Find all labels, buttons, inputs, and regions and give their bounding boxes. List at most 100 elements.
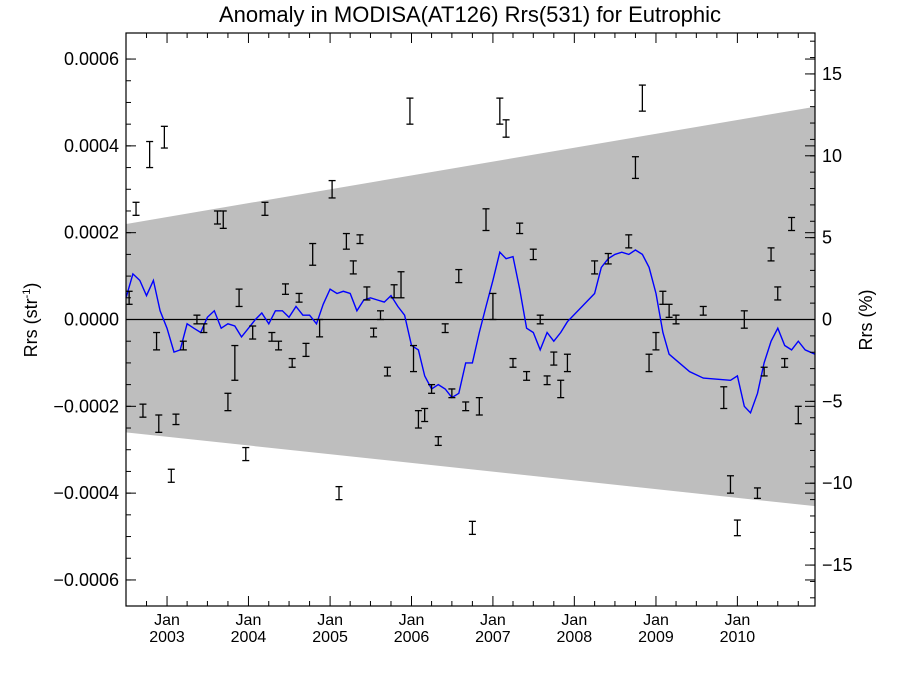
error-bar-point	[631, 156, 639, 180]
x-tick-year-label: 2006	[394, 629, 430, 646]
error-bar-point	[390, 284, 398, 299]
error-bar-point	[441, 323, 449, 334]
error-bar-point	[482, 208, 490, 232]
error-bar-point	[475, 396, 483, 416]
error-bar-point	[462, 401, 470, 412]
error-bar-point	[179, 340, 187, 351]
y-right-tick-label: 15	[822, 64, 842, 84]
uncertainty-band-layer	[126, 106, 815, 507]
error-bar-point	[167, 468, 175, 483]
error-bar-point	[645, 353, 653, 373]
y-axis-right-label: Rrs (%)	[856, 290, 876, 351]
y-axis-left-label-sup: -1	[21, 289, 33, 299]
error-bar-point	[302, 342, 310, 358]
x-tick-year-label: 2008	[557, 629, 593, 646]
error-bar-point	[132, 201, 140, 216]
error-bar-point	[421, 407, 429, 423]
error-bar-point	[550, 351, 558, 366]
error-bar-point	[509, 357, 517, 368]
error-bar-point	[295, 292, 303, 303]
error-bar-point	[370, 327, 378, 338]
error-bar-point	[502, 119, 510, 138]
error-bar-point	[591, 260, 599, 275]
x-tick-year-label: 2010	[720, 629, 756, 646]
error-bar-point	[261, 201, 269, 216]
error-bar-point	[309, 242, 317, 266]
error-bar-point	[376, 310, 384, 321]
error-bar-point	[563, 353, 571, 373]
error-bar-point	[275, 340, 283, 351]
error-bar-point	[543, 375, 551, 386]
error-bar-point	[155, 414, 163, 434]
smoothed-line-layer	[125, 249, 816, 415]
error-bar-point	[516, 222, 524, 235]
y-left-tick-label: 0.0004	[64, 136, 119, 156]
smoothed-anomaly-line	[125, 249, 816, 415]
x-tick-month-label: Jan	[317, 612, 343, 629]
y-axis-left-label-base: Rrs (str	[21, 298, 41, 357]
error-bar-point	[160, 125, 168, 149]
x-tick-year-label: 2007	[475, 629, 511, 646]
error-bar-point	[489, 292, 497, 321]
error-bar-point	[788, 216, 796, 232]
x-tick-year-label: 2003	[149, 629, 185, 646]
y-right-tick-label: −5	[822, 391, 843, 411]
error-bar-point	[434, 436, 442, 447]
error-bar-point	[428, 383, 436, 394]
error-bar-point	[288, 357, 296, 368]
error-bar-point	[139, 403, 147, 418]
x-tick-month-label: Jan	[561, 612, 587, 629]
error-bar-point	[224, 392, 232, 412]
y-left-tick-label: −0.0004	[53, 483, 119, 503]
error-bar-point	[231, 344, 239, 381]
x-tick-month-label: Jan	[399, 612, 425, 629]
error-bar-point	[652, 331, 660, 351]
x-tick-month-label: Jan	[643, 612, 669, 629]
x-tick-month-label: Jan	[480, 612, 506, 629]
error-bar-point	[720, 386, 728, 410]
error-bar-point	[699, 305, 707, 316]
chart-title: Anomaly in MODISA(AT126) Rrs(531) for Eu…	[219, 2, 721, 27]
error-bar-point	[468, 520, 476, 536]
error-bar-point	[767, 247, 775, 262]
y-right-tick-label: 0	[822, 310, 832, 330]
error-bar-point	[235, 288, 243, 308]
error-bar-point	[200, 323, 208, 334]
error-bar-point	[414, 410, 422, 429]
y-axis-left-label: Rrs (str-1)	[21, 283, 41, 358]
error-bar-point	[316, 318, 324, 338]
error-bar-point	[249, 325, 257, 340]
y-right-tick-label: 5	[822, 228, 832, 248]
error-bar-point	[193, 314, 201, 325]
error-bar-point	[625, 234, 633, 249]
y-left-tick-label: 0.0000	[64, 310, 119, 330]
error-bar-point	[496, 97, 504, 125]
error-bar-point	[659, 290, 667, 305]
y-left-tick-label: −0.0002	[53, 396, 119, 416]
error-bar-point	[638, 84, 646, 112]
error-bar-point	[342, 232, 350, 250]
error-bar-point	[794, 405, 802, 425]
x-tick-year-label: 2009	[638, 629, 674, 646]
x-tick-year-label: 2005	[312, 629, 348, 646]
error-bar-point	[557, 379, 565, 399]
error-bar-point	[740, 310, 748, 329]
uncertainty-band	[126, 106, 815, 507]
error-bar-point	[335, 485, 343, 501]
error-bar-point	[242, 446, 250, 462]
error-bar-point	[410, 344, 418, 373]
error-bar-point	[529, 248, 537, 261]
error-bar-points-layer	[125, 84, 802, 537]
error-bar-point	[349, 260, 357, 275]
error-bar-point	[383, 366, 391, 377]
error-bar-point	[328, 179, 336, 199]
error-bar-point	[604, 252, 612, 265]
error-bar-point	[672, 314, 680, 325]
error-bar-point	[781, 357, 789, 368]
error-bar-point	[448, 388, 456, 399]
error-bar-point	[356, 234, 364, 245]
y-right-tick-label: 10	[822, 146, 842, 166]
error-bar-point	[753, 487, 761, 499]
error-bar-point	[172, 413, 180, 426]
